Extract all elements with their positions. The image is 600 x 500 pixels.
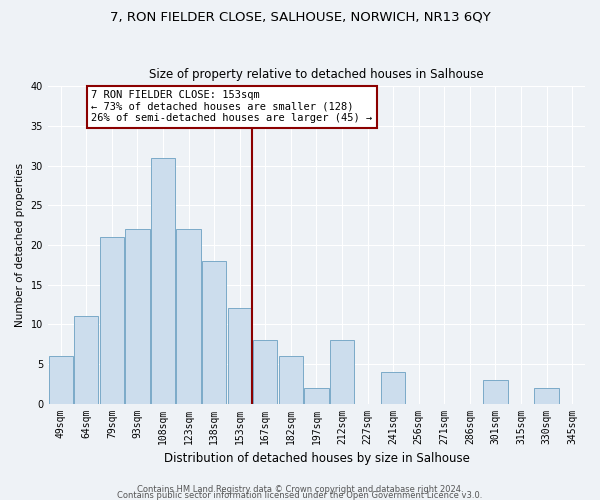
Bar [125,229,149,404]
Y-axis label: Number of detached properties: Number of detached properties [15,163,25,327]
Bar [176,229,201,404]
Text: 7, RON FIELDER CLOSE, SALHOUSE, NORWICH, NR13 6QY: 7, RON FIELDER CLOSE, SALHOUSE, NORWICH,… [110,10,490,23]
Bar [381,372,406,404]
Bar [49,356,73,404]
Text: Contains public sector information licensed under the Open Government Licence v3: Contains public sector information licen… [118,491,482,500]
Bar [330,340,354,404]
Bar [151,158,175,404]
Bar [74,316,98,404]
Bar [484,380,508,404]
Title: Size of property relative to detached houses in Salhouse: Size of property relative to detached ho… [149,68,484,81]
X-axis label: Distribution of detached houses by size in Salhouse: Distribution of detached houses by size … [164,452,469,465]
Bar [253,340,277,404]
Text: 7 RON FIELDER CLOSE: 153sqm
← 73% of detached houses are smaller (128)
26% of se: 7 RON FIELDER CLOSE: 153sqm ← 73% of det… [91,90,373,124]
Text: Contains HM Land Registry data © Crown copyright and database right 2024.: Contains HM Land Registry data © Crown c… [137,484,463,494]
Bar [100,237,124,404]
Bar [279,356,303,404]
Bar [304,388,329,404]
Bar [535,388,559,404]
Bar [202,261,226,404]
Bar [227,308,252,404]
